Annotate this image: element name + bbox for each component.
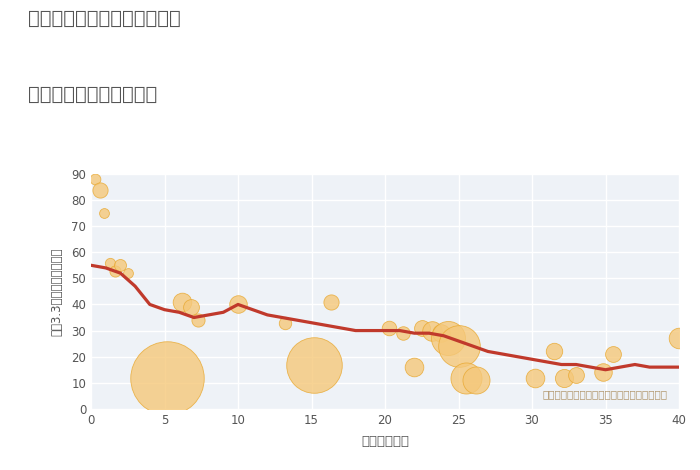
Point (442, 335, 454, 342)
Point (409, 363, 420, 371)
X-axis label: 築年数（年）: 築年数（年） (361, 435, 409, 448)
Point (435, 329, 447, 337)
Point (115, 261, 126, 269)
Point (461, 374, 472, 381)
Point (416, 324, 427, 332)
Text: 円の大きさは、取引のあった物件面積を示す: 円の大きさは、取引のあった物件面積を示す (542, 390, 667, 400)
Point (104, 259, 116, 266)
Point (397, 329, 408, 337)
Point (384, 324, 395, 332)
Point (597, 368, 608, 376)
Y-axis label: 坪（3.3㎡）単価（万円）: 坪（3.3㎡）単価（万円） (50, 247, 63, 336)
Point (608, 350, 619, 358)
Point (559, 374, 570, 381)
Point (94, 186, 106, 193)
Point (232, 301, 244, 308)
Text: 福岡県朝倉郡筑前町東小田の: 福岡県朝倉郡筑前町東小田の (28, 9, 181, 28)
Point (426, 327, 438, 334)
Point (90, 175, 101, 183)
Point (99, 209, 110, 217)
Point (470, 376, 482, 384)
Point (122, 269, 133, 277)
Point (453, 343, 464, 350)
Point (109, 267, 120, 274)
Point (673, 335, 685, 342)
Text: 築年数別中古戸建て価格: 築年数別中古戸建て価格 (28, 85, 158, 103)
Point (570, 371, 582, 379)
Point (549, 348, 560, 355)
Point (279, 319, 290, 327)
Point (325, 298, 336, 306)
Point (186, 303, 197, 311)
Point (193, 316, 204, 324)
Point (529, 374, 540, 381)
Point (176, 298, 188, 306)
Point (162, 374, 173, 381)
Point (309, 361, 320, 368)
